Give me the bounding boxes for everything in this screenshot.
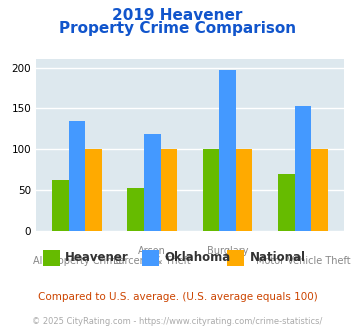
Bar (203, 149, 219, 231)
Bar (160, 149, 177, 231)
Text: Motor Vehicle Theft: Motor Vehicle Theft (256, 255, 350, 266)
FancyBboxPatch shape (142, 250, 159, 266)
Text: Oklahoma: Oklahoma (164, 251, 231, 264)
Text: Heavener: Heavener (65, 251, 129, 264)
Bar (69, 121, 85, 231)
Text: Larceny & Theft: Larceny & Theft (113, 255, 191, 266)
Text: Arson: Arson (138, 246, 166, 256)
Bar (219, 70, 236, 231)
Text: © 2025 CityRating.com - https://www.cityrating.com/crime-statistics/: © 2025 CityRating.com - https://www.city… (32, 317, 323, 326)
Text: Compared to U.S. average. (U.S. average equals 100): Compared to U.S. average. (U.S. average … (38, 292, 317, 302)
Bar (236, 149, 252, 231)
Text: Property Crime Comparison: Property Crime Comparison (59, 21, 296, 36)
Text: Burglary: Burglary (207, 246, 248, 256)
Bar (295, 106, 311, 231)
Bar (144, 134, 160, 231)
FancyBboxPatch shape (43, 250, 60, 266)
Bar (127, 188, 144, 231)
Bar (278, 174, 295, 231)
Text: 2019 Heavener: 2019 Heavener (112, 8, 243, 23)
Bar (52, 180, 69, 231)
Text: National: National (250, 251, 306, 264)
FancyBboxPatch shape (227, 250, 244, 266)
Bar (85, 149, 102, 231)
Bar (311, 149, 328, 231)
Text: All Property Crime: All Property Crime (33, 255, 121, 266)
